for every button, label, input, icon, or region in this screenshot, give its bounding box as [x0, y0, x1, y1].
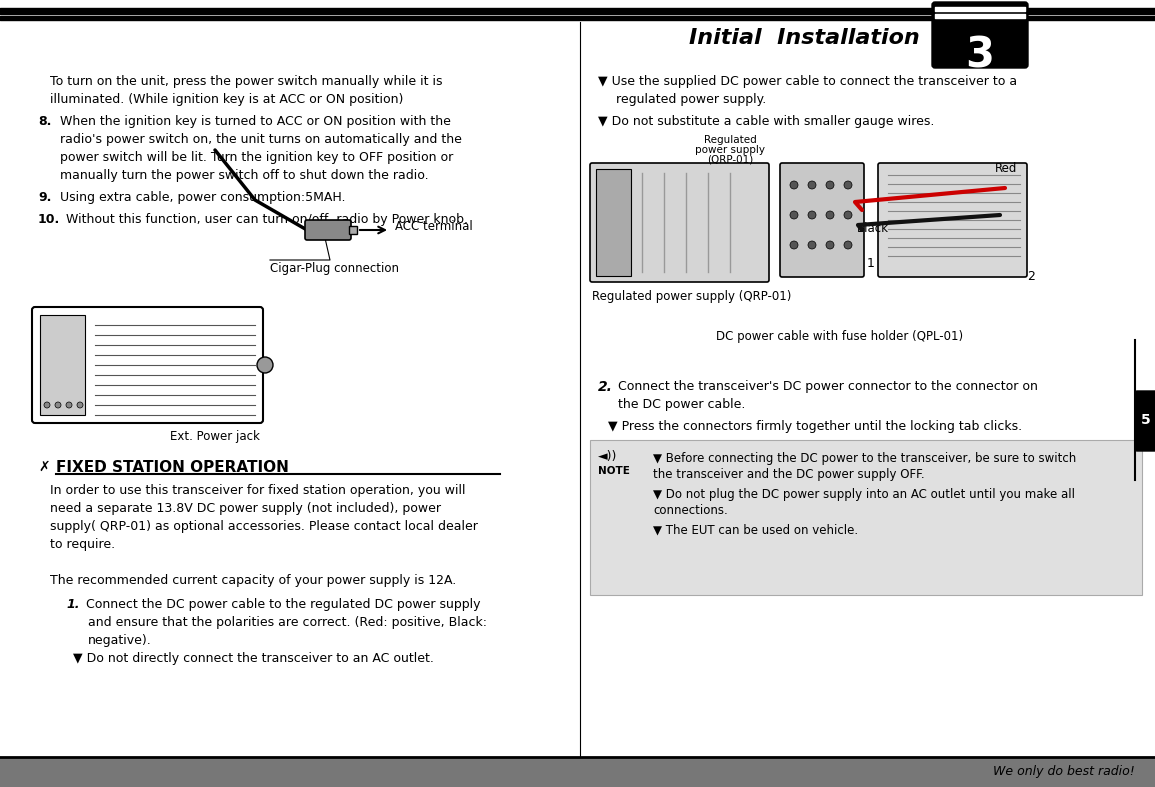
Text: ▼ The EUT can be used on vehicle.: ▼ The EUT can be used on vehicle. [653, 524, 858, 537]
Text: 5: 5 [1141, 413, 1150, 427]
Circle shape [66, 402, 72, 408]
FancyBboxPatch shape [780, 163, 864, 277]
Text: We only do best radio!: We only do best radio! [993, 765, 1135, 778]
Circle shape [826, 241, 834, 249]
Circle shape [258, 357, 273, 373]
Text: supply( QRP-01) as optional accessories. Please contact local dealer: supply( QRP-01) as optional accessories.… [50, 520, 478, 533]
Circle shape [826, 181, 834, 189]
FancyBboxPatch shape [305, 220, 351, 240]
FancyBboxPatch shape [590, 163, 769, 282]
Text: To turn on the unit, press the power switch manually while it is: To turn on the unit, press the power swi… [50, 75, 442, 88]
Text: the DC power cable.: the DC power cable. [618, 398, 745, 411]
Circle shape [844, 181, 852, 189]
Text: 3: 3 [966, 35, 994, 77]
Text: When the ignition key is turned to ACC or ON position with the: When the ignition key is turned to ACC o… [60, 115, 450, 128]
Text: regulated power supply.: regulated power supply. [616, 93, 766, 106]
Circle shape [790, 211, 798, 219]
Circle shape [44, 402, 50, 408]
Text: ▼ Do not substitute a cable with smaller gauge wires.: ▼ Do not substitute a cable with smaller… [598, 115, 934, 128]
Bar [40, 315, 85, 415]
FancyBboxPatch shape [32, 307, 263, 423]
Text: ◄)): ◄)) [598, 450, 618, 463]
Bar [349, 226, 357, 234]
Text: Regulated power supply (QRP-01): Regulated power supply (QRP-01) [593, 290, 791, 303]
Text: power switch will be lit. Turn the ignition key to OFF position or: power switch will be lit. Turn the ignit… [60, 151, 453, 164]
Text: 2: 2 [1027, 270, 1035, 283]
Text: NOTE: NOTE [598, 466, 629, 476]
Text: ▼ Press the connectors firmly together until the locking tab clicks.: ▼ Press the connectors firmly together u… [608, 420, 1022, 433]
Text: Ext. Power jack: Ext. Power jack [170, 430, 260, 443]
Bar [590, 440, 1142, 595]
Text: power supply: power supply [695, 145, 765, 155]
Circle shape [826, 211, 834, 219]
Circle shape [808, 241, 815, 249]
Circle shape [55, 402, 61, 408]
Text: Initial  Installation: Initial Installation [690, 28, 921, 48]
Text: (QRP-01): (QRP-01) [707, 155, 753, 165]
Text: to require.: to require. [50, 538, 116, 551]
Text: 9.: 9. [38, 191, 51, 204]
Text: need a separate 13.8V DC power supply (not included), power: need a separate 13.8V DC power supply (n… [50, 502, 441, 515]
Circle shape [844, 211, 852, 219]
Text: ▼ Before connecting the DC power to the transceiver, be sure to switch: ▼ Before connecting the DC power to the … [653, 452, 1076, 465]
Text: Using extra cable, power consumption:5MAH.: Using extra cable, power consumption:5MA… [60, 191, 345, 204]
Circle shape [808, 211, 815, 219]
Bar [596, 169, 631, 276]
Text: 8.: 8. [38, 115, 51, 128]
Text: Red: Red [994, 162, 1018, 175]
Text: 10.: 10. [38, 213, 60, 226]
Text: Connect the DC power cable to the regulated DC power supply: Connect the DC power cable to the regula… [85, 598, 480, 611]
Text: ✗: ✗ [38, 460, 50, 474]
Text: manually turn the power switch off to shut down the radio.: manually turn the power switch off to sh… [60, 169, 429, 182]
Text: connections.: connections. [653, 504, 728, 517]
Text: Connect the transceiver's DC power connector to the connector on: Connect the transceiver's DC power conne… [618, 380, 1038, 393]
Circle shape [790, 181, 798, 189]
Text: Regulated: Regulated [703, 135, 757, 145]
Circle shape [808, 181, 815, 189]
Text: FIXED STATION OPERATION: FIXED STATION OPERATION [55, 460, 289, 475]
Text: In order to use this transceiver for fixed station operation, you will: In order to use this transceiver for fix… [50, 484, 465, 497]
Text: Black: Black [857, 222, 889, 235]
Circle shape [77, 402, 83, 408]
FancyBboxPatch shape [932, 2, 1028, 68]
Text: 1: 1 [867, 257, 874, 270]
Circle shape [844, 241, 852, 249]
Text: 2.: 2. [598, 380, 613, 394]
Text: ACC terminal: ACC terminal [395, 220, 472, 234]
Text: Cigar-Plug connection: Cigar-Plug connection [270, 262, 398, 275]
Text: and ensure that the polarities are correct. (Red: positive, Black:: and ensure that the polarities are corre… [88, 616, 487, 629]
FancyBboxPatch shape [1137, 391, 1155, 451]
Text: The recommended current capacity of your power supply is 12A.: The recommended current capacity of your… [50, 574, 456, 587]
Text: DC power cable with fuse holder (QPL-01): DC power cable with fuse holder (QPL-01) [716, 330, 963, 343]
Text: ▼ Do not plug the DC power supply into an AC outlet until you make all: ▼ Do not plug the DC power supply into a… [653, 488, 1075, 501]
FancyBboxPatch shape [878, 163, 1027, 277]
Text: ▼ Use the supplied DC power cable to connect the transceiver to a: ▼ Use the supplied DC power cable to con… [598, 75, 1018, 88]
Text: negative).: negative). [88, 634, 151, 647]
Bar [0, 757, 1155, 787]
Text: illuminated. (While ignition key is at ACC or ON position): illuminated. (While ignition key is at A… [50, 93, 403, 106]
Text: radio's power switch on, the unit turns on automatically and the: radio's power switch on, the unit turns … [60, 133, 462, 146]
Text: ▼ Do not directly connect the transceiver to an AC outlet.: ▼ Do not directly connect the transceive… [73, 652, 434, 665]
Circle shape [790, 241, 798, 249]
Text: Without this function, user can turn on/off  radio by Power knob.: Without this function, user can turn on/… [66, 213, 468, 226]
Text: 1.: 1. [66, 598, 80, 611]
Text: the transceiver and the DC power supply OFF.: the transceiver and the DC power supply … [653, 468, 925, 481]
